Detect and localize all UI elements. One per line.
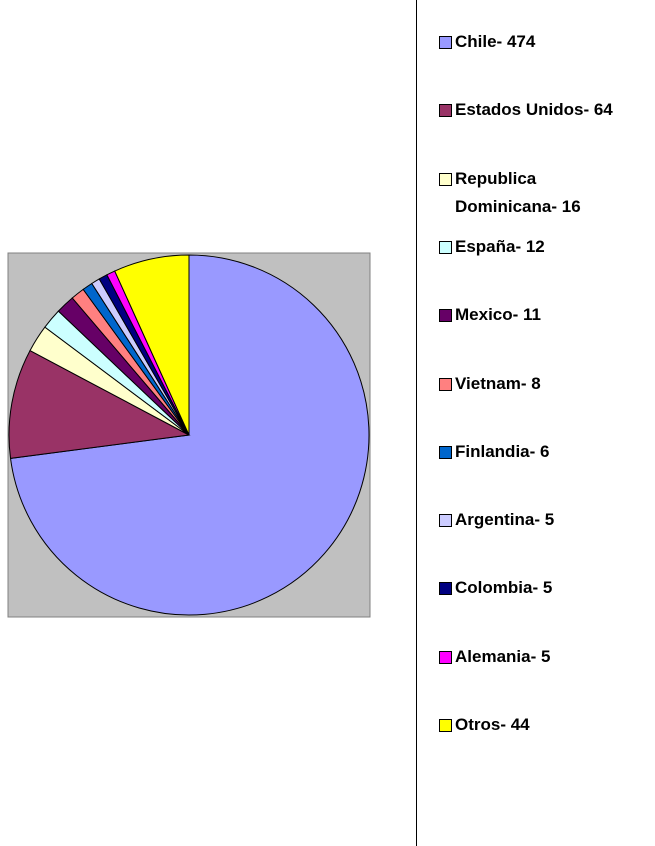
chart — [7, 252, 371, 618]
legend-label: España- 12 — [455, 236, 545, 256]
legend-entry: Colombia- 5 — [439, 574, 629, 602]
legend-label: Chile- 474 — [455, 32, 536, 51]
pie-slice — [8, 349, 191, 459]
legend-entry: Finlandia- 6 — [439, 438, 629, 466]
legend-entry: Mexico- 11 — [439, 301, 629, 329]
legend-swatch — [439, 172, 452, 186]
legend-swatch — [439, 36, 452, 49]
legend-label: Vietnam- 8 — [455, 373, 541, 393]
legend-entry: Alemania- 5 — [439, 643, 629, 671]
legend-swatch — [439, 514, 452, 528]
legend-swatch — [439, 650, 452, 664]
legend-label: Alemania- 5 — [455, 646, 551, 666]
legend: Chile- 474 Estados Unidos- 64 Republica Do… — [416, 0, 655, 846]
legend-swatch — [439, 240, 452, 254]
legend-label: Estados Unidos- 64 — [455, 100, 613, 120]
legend-entry: Otros- 44 — [439, 711, 629, 739]
legend-swatch — [439, 309, 452, 323]
legend-entry: Vietnam- 8 — [439, 370, 629, 398]
legend-label: Finlandia- 6 — [455, 441, 550, 461]
legend-swatch — [439, 582, 452, 596]
legend-swatch — [439, 719, 452, 732]
legend-label: Otros- 44 — [455, 715, 530, 734]
legend-label: Mexico- 11 — [455, 305, 541, 325]
legend-entry: España- 12 — [439, 233, 629, 261]
legend-swatch — [439, 377, 452, 391]
legend-swatch — [439, 445, 452, 459]
pie-slice — [114, 254, 190, 436]
legend-swatch — [439, 104, 452, 118]
legend-label: Argentina- 5 — [455, 510, 555, 530]
legend-entry: Estados Unidos- 64 — [439, 96, 629, 124]
legend-label: Colombia- 5 — [455, 578, 553, 598]
legend-label: Republica Dominicana- 16 — [455, 168, 581, 216]
legend-entry: Argentina- 5 — [439, 506, 629, 534]
legend-entry: Chile- 474 — [439, 28, 629, 56]
legend-entry: Republica Dominicana- 16 — [439, 165, 629, 221]
